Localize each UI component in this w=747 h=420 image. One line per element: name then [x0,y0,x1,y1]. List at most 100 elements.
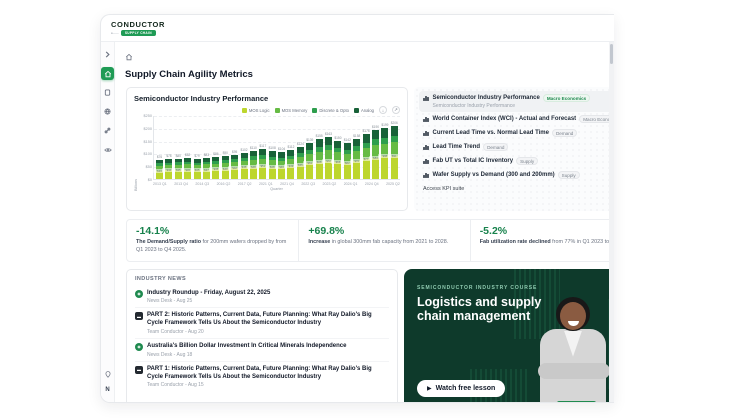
news-item-1[interactable]: ◉ Industry Roundup - Friday, August 22, 2… [135,286,389,308]
breadcrumb[interactable] [125,48,614,66]
bar-segment [371,145,379,158]
y-axis-label: Billions [134,178,138,191]
bar-total-label: $102 [240,147,248,152]
legend-item-3[interactable]: Discrete & Opto [312,107,349,113]
brand-logo[interactable]: CONDUCTOR ●—— SUPPLY CHAIN [111,20,165,36]
x-tick-label: 2013 Q1 [153,182,167,186]
bar-segment-label: $35 [190,168,204,173]
bar-2023-Q1: $142 $62 [340,138,354,179]
bar-segment [278,160,286,168]
expand-icon[interactable]: ↗ [392,106,400,114]
news-item-3[interactable]: ◉ Australia's Billion Dollar Investment I… [135,337,389,361]
legend-swatch [274,107,280,113]
gridline [154,154,400,156]
pin-icon[interactable] [101,368,114,381]
bar-total-label: $206 [390,121,398,126]
bar-2025-Q2: $206 $91 [387,121,401,179]
bar-segment-label: $62 [340,161,354,166]
bar-2016-Q3: $90 $40 [218,151,232,179]
legend-item-4[interactable]: Analog [353,107,374,113]
access-kpi-suite-link[interactable]: Access KPI suite [423,186,465,192]
legend-label: Analog [360,107,374,113]
courses-icon[interactable] [101,143,114,156]
bar-segment [268,151,276,157]
news-meta: News Desk - Aug 18 [147,351,193,358]
bar-segment [362,159,370,179]
bar-2022-Q3: $150 $66 [331,136,345,179]
bar-segment [202,161,210,165]
kpi-item-1[interactable]: Semiconductor Industry Performance Macro … [419,91,614,112]
legend-label: MOS Memory [281,107,308,113]
bar-segment-label: $46 [275,165,289,170]
bar-total-label: $90 [222,150,228,155]
user-initial[interactable]: N [105,387,110,393]
brand-dash: ●—— [111,31,119,35]
legend-item-2[interactable]: MOS Memory [274,107,308,113]
bar-segment [193,170,201,179]
y-tick-label: $250 [143,114,152,118]
x-tick-label: 2023 Q2 [322,182,337,186]
bar-total-label: $108 [268,146,276,151]
bar-total-label: $76 [156,154,163,159]
bar-segment [390,126,398,137]
download-icon[interactable]: ↓ [379,106,387,114]
promo-card[interactable]: SEMICONDUCTOR INDUSTRY COURSE Logistics … [404,268,614,402]
bar-segment [212,161,220,164]
scrollbar-thumb[interactable] [610,44,613,64]
legend-swatch [312,107,318,113]
brand-name: CONDUCTOR [111,20,166,29]
kpi-item-2[interactable]: World Container Index (WCI) - Actual and… [419,112,614,126]
bar-total-label: $112 [287,145,295,150]
bar-segment [202,169,210,179]
news-item-2[interactable]: ▬ PART 2: Historic Patterns, Current Data… [135,307,389,338]
collapse-chevron-icon[interactable] [101,48,114,61]
kpi-subtitle: Semiconductor Industry Performance [432,103,516,109]
bar-total-label: $110 [249,145,257,150]
kpi-item-4[interactable]: Lead Time Trend Demand [419,140,614,154]
link-icon[interactable] [101,124,114,137]
kpi-item-3[interactable]: Current Lead Time vs. Normal Lead Time De… [419,126,614,140]
kpi-title: Wafer Supply vs Demand (300 and 200mm) [432,172,555,178]
bar-segment [193,162,201,165]
bar-segment [381,143,389,157]
news-item-4[interactable]: ▬ PART 1: Historic Patterns, Current Data… [135,360,389,392]
bar-segment [306,143,314,151]
x-tick-label: 2013 Q4 [174,182,188,186]
bar-segment [343,163,351,179]
bar-segment [259,158,267,166]
bar-segment-label: $49 [284,164,298,169]
vertical-scrollbar[interactable] [609,42,614,402]
bar-segment [325,137,333,145]
bar-total-label: $190 [371,125,380,130]
x-tick-label: 2024 Q1 [343,182,358,186]
kpi-item-5[interactable]: Fab UT vs Total IC Inventory Supply [419,154,614,168]
legend-item-1[interactable]: MOS Logic [241,107,270,113]
play-icon: ▶ [427,385,432,392]
docs-icon[interactable] [101,86,114,99]
globe-icon[interactable] [101,105,114,118]
bar-segment [184,161,192,165]
legend-label: MOS Logic [248,107,270,113]
x-tick-label: 2021 Q4 [280,182,294,186]
bar-total-label: $139 [306,138,314,143]
home-icon [125,48,133,65]
bar-segment [202,164,210,170]
bar-segment-label: $45 [237,165,251,170]
home-icon[interactable] [101,67,114,80]
bar-segment [240,160,248,168]
watch-free-lesson-button[interactable]: ▶ Watch free lesson [417,379,506,397]
y-tick-label: $50 [145,165,152,170]
kpi-category-badge: Macro Economics [579,115,614,123]
bar-segment [240,152,248,158]
stat-cell-1: -14.1% The Demand/Supply ratio for 200mm … [127,220,298,261]
kpi-category-badge: Macro Economics [542,94,591,102]
news-desk-avatar: ◉ [135,289,143,298]
kpi-title: World Container Index (WCI) - Actual and… [432,116,577,122]
bar-segment [334,152,342,163]
bar-segment [315,161,323,179]
kpi-title: Semiconductor Industry Performance [432,95,540,101]
bar-segment [174,162,182,165]
stat-value: -5.2% [479,225,508,237]
chart-card: Semiconductor Industry Performance MOS L… [126,87,408,211]
kpi-item-6[interactable]: Wafer Supply vs Demand (300 and 200mm) Su… [419,168,614,182]
